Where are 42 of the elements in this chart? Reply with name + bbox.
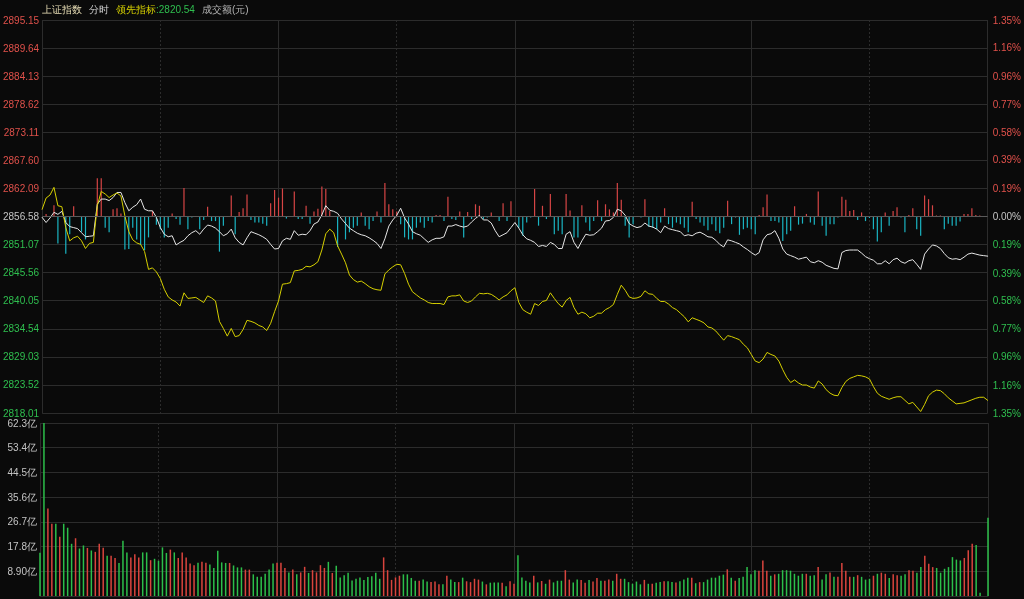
y2-tick-label: 0.58% <box>992 295 1022 307</box>
text: 领先指标:2820.54 <box>116 3 195 16</box>
y-tick-label: 2884.13 <box>2 70 40 82</box>
y2-tick-label: 1.35% <box>992 407 1022 419</box>
y-tick-label: 17.8亿 <box>7 541 37 553</box>
y-tick-label: 2873.11 <box>3 126 40 138</box>
y2-tick-label: 0.96% <box>992 71 1022 83</box>
chart-subtitle: 分时 <box>89 3 109 16</box>
y-tick-label: 2889.64 <box>2 42 40 54</box>
y-tick-label: 2856.58 <box>2 211 40 222</box>
y-tick-label: 26.7亿 <box>7 516 37 528</box>
y-tick-label: 2845.56 <box>2 267 40 279</box>
y-tick-label: 35.6亿 <box>7 491 37 503</box>
y-tick-label: 2867.60 <box>2 154 40 166</box>
line-series <box>41 191 989 270</box>
y2-tick-label: 1.35% <box>992 14 1022 26</box>
y-tick-label: 2862.09 <box>2 182 40 194</box>
y-tick-label: 2823.52 <box>2 379 40 391</box>
y2-tick-label: 1.16% <box>992 379 1022 391</box>
y-tick-label: 44.5亿 <box>7 466 37 478</box>
y-tick-label: 8.90亿 <box>7 565 37 577</box>
y2-tick-label: 0.39% <box>992 154 1022 166</box>
text: 成交额(元) <box>201 3 249 16</box>
y2-tick-label: 0.96% <box>992 350 1022 362</box>
y2-tick-label: 0.19% <box>992 183 1022 195</box>
y-tick-label: 2829.03 <box>2 351 40 363</box>
y-tick-label: 2895.15 <box>2 14 40 26</box>
y2-tick-label: 0.39% <box>992 267 1022 279</box>
y-tick-label: 2818.01 <box>2 407 40 419</box>
y2-tick-label: 0.58% <box>992 126 1022 138</box>
y2-tick-label: 1.16% <box>992 42 1022 54</box>
y-tick-label: 2878.62 <box>2 98 40 110</box>
y-tick-label: 2851.07 <box>2 239 40 251</box>
y-tick-label: 2834.54 <box>2 323 40 335</box>
y2-tick-label: 0.77% <box>992 323 1022 335</box>
y2-tick-label: 0.77% <box>992 98 1022 110</box>
y-tick-label: 62.3亿 <box>7 417 37 429</box>
y-tick-label: 53.4亿 <box>7 442 37 454</box>
y2-tick-label: 0.00% <box>992 211 1022 222</box>
y-tick-label: 2840.05 <box>2 295 40 307</box>
chart-title: 上证指数 <box>42 3 82 16</box>
y2-tick-label: 0.19% <box>992 238 1022 250</box>
